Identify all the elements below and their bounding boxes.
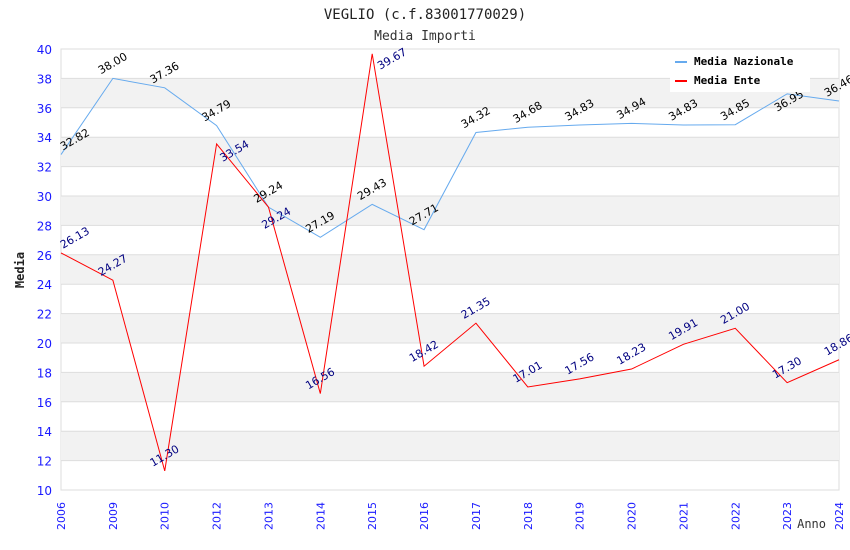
x-tick-label: 2022 (729, 502, 742, 530)
legend-label-nazionale: Media Nazionale (694, 55, 794, 68)
y-tick-label: 32 (37, 161, 52, 175)
x-tick-label: 2010 (159, 502, 172, 530)
y-tick-label: 10 (37, 484, 52, 498)
y-tick-label: 34 (37, 131, 52, 145)
legend-swatch-ente (675, 80, 687, 82)
y-tick-label: 40 (37, 43, 52, 57)
grid-band (61, 137, 839, 167)
series-line-nazionale (60, 77, 840, 238)
legend-background (670, 52, 810, 92)
x-tick-label: 2024 (833, 502, 846, 530)
y-tick-label: 24 (37, 278, 52, 292)
grid-band (61, 254, 839, 285)
x-tick-label: 2014 (314, 502, 327, 530)
legend: Media Nazionale Media Ente (670, 52, 810, 92)
grid-band (61, 431, 839, 461)
x-tick-label: 2021 (677, 502, 690, 530)
x-tick-label: 2013 (262, 502, 275, 530)
y-tick-label: 28 (37, 219, 52, 233)
y-tick-label: 20 (37, 337, 52, 351)
series-line-ente (60, 53, 840, 472)
x-tick-label: 2019 (574, 502, 587, 530)
y-tick-label: 36 (37, 102, 52, 116)
grid-band (61, 313, 839, 343)
y-tick-label: 12 (37, 455, 52, 469)
x-tick-label: 2016 (418, 502, 431, 530)
y-tick-label: 26 (37, 249, 52, 263)
x-tick-label: 2020 (626, 502, 639, 530)
chart-title: VEGLIO (c.f.83001770029) (324, 7, 526, 23)
x-tick-label: 2012 (211, 502, 224, 530)
y-tick-label: 22 (37, 308, 52, 322)
y-tick-label: 16 (37, 396, 52, 410)
y-tick-label: 38 (37, 72, 52, 86)
x-tick-label: 2017 (470, 502, 483, 530)
x-tick-label: 2006 (55, 502, 68, 530)
chart-subtitle: Media Importi (374, 29, 476, 44)
y-tick-label: 30 (37, 190, 52, 204)
legend-label-ente: Media Ente (694, 74, 761, 87)
x-tick-label: 2015 (366, 502, 379, 530)
x-tick-label: 2018 (522, 502, 535, 530)
x-axis-label: Anno (797, 517, 826, 531)
grid-band (61, 196, 839, 226)
y-axis-label: Media (13, 252, 27, 288)
grid-band (61, 372, 839, 402)
y-tick-label: 14 (37, 425, 52, 439)
x-tick-label: 2023 (781, 502, 794, 530)
y-tick-label: 18 (37, 366, 52, 380)
x-tick-label: 2009 (107, 502, 120, 530)
legend-swatch-nazionale (675, 61, 687, 63)
